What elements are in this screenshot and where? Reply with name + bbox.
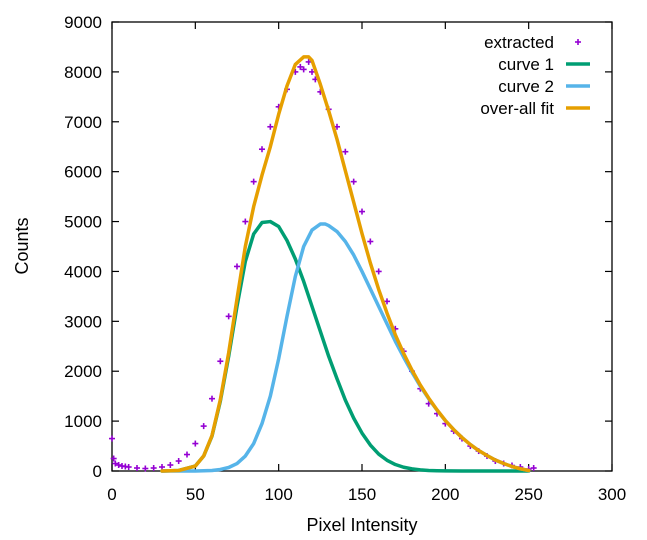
data-point [150, 465, 157, 472]
data-point [109, 435, 115, 442]
data-point [297, 63, 304, 70]
data-point [359, 208, 365, 215]
y-tick-label: 0 [93, 462, 102, 481]
data-point [209, 395, 215, 402]
data-point [184, 451, 190, 458]
data-point [112, 460, 119, 467]
data-point [217, 358, 224, 365]
data-point [250, 178, 257, 185]
data-point [267, 123, 274, 130]
legend-entry-extracted: extracted [484, 33, 581, 52]
data-point [350, 178, 357, 185]
data-point [192, 440, 199, 447]
x-tick-label: 250 [514, 485, 542, 504]
y-tick-label: 6000 [64, 163, 102, 182]
series-line-over-all-fit [160, 55, 531, 473]
data-point [375, 268, 382, 275]
y-axis-title: Counts [12, 217, 32, 274]
series-layer [109, 55, 537, 473]
data-point [300, 66, 307, 73]
data-point [384, 298, 390, 305]
data-point [142, 465, 149, 472]
legend-label-over-all-fit: over-all fit [480, 99, 554, 118]
series-line-curve-2 [160, 222, 531, 473]
data-point [242, 218, 249, 225]
y-tick-label: 7000 [64, 113, 102, 132]
legend: extracted curve 1 curve 2 over-all fit [480, 33, 590, 118]
y-tick-label: 9000 [64, 13, 102, 32]
data-point [167, 462, 174, 469]
series-line-curve-1 [160, 219, 531, 473]
y-tick-label: 8000 [64, 63, 102, 82]
data-point [115, 462, 122, 469]
data-point [342, 148, 349, 155]
x-tick-label: 100 [264, 485, 292, 504]
y-tick-label: 4000 [64, 262, 102, 281]
data-point [110, 455, 117, 462]
legend-label-curve-2: curve 2 [498, 77, 554, 96]
data-point [134, 465, 140, 472]
data-point [125, 464, 132, 471]
data-point [367, 238, 374, 245]
y-tick-label: 3000 [64, 312, 102, 331]
legend-point-marker [575, 39, 581, 45]
legend-entry-curve-1: curve 1 [498, 55, 590, 74]
y-axis: 0 1000 2000 3000 4000 5000 6000 7000 8000 9000 [64, 13, 612, 481]
data-point [309, 68, 315, 75]
y-tick-label: 5000 [64, 213, 102, 232]
legend-label-extracted: extracted [484, 33, 554, 52]
x-tick-label: 150 [348, 485, 376, 504]
legend-label-curve-1: curve 1 [498, 55, 554, 74]
legend-entry-curve-2: curve 2 [498, 77, 590, 96]
data-point [259, 146, 265, 153]
data-point [234, 263, 240, 270]
x-tick-label: 300 [598, 485, 626, 504]
x-tick-label: 0 [107, 485, 116, 504]
series-extracted [109, 58, 537, 473]
data-point [159, 464, 165, 471]
data-point [530, 465, 537, 472]
y-tick-label: 2000 [64, 362, 102, 381]
data-point [305, 58, 312, 65]
legend-symbol-extracted [575, 39, 581, 45]
legend-entry-over-all-fit: over-all fit [480, 99, 590, 118]
x-axis: 0 50 100 150 200 250 300 [107, 22, 626, 504]
data-point [200, 423, 207, 430]
x-tick-label: 50 [186, 485, 205, 504]
x-axis-title: Pixel Intensity [306, 515, 417, 535]
y-tick-label: 1000 [64, 412, 102, 431]
x-tick-label: 200 [431, 485, 459, 504]
data-point [225, 313, 232, 320]
data-point [175, 458, 182, 465]
